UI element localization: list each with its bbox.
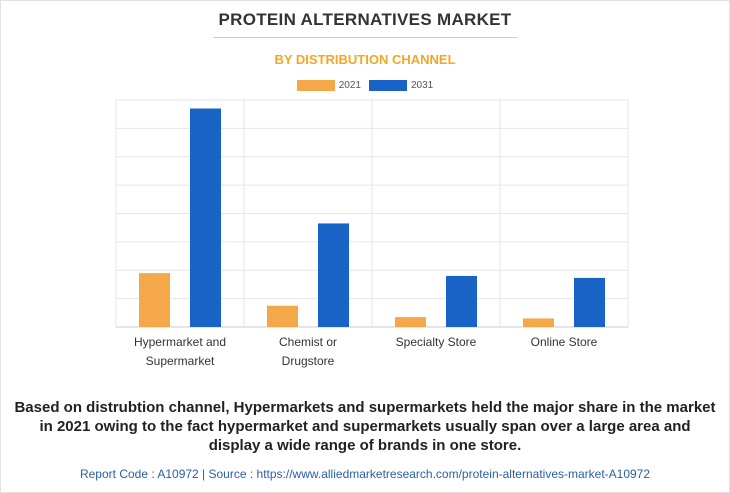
chart-title: PROTEIN ALTERNATIVES MARKET bbox=[218, 10, 512, 29]
chart-legend: 2021 2031 bbox=[0, 80, 730, 91]
x-tick-label-line: Supermarket bbox=[146, 354, 215, 368]
x-tick-label-line: Drugstore bbox=[282, 354, 335, 368]
bar-2031-3 bbox=[574, 277, 605, 327]
chart-caption: Based on distrubtion channel, Hypermarke… bbox=[14, 399, 716, 454]
bar-2031-1 bbox=[318, 223, 349, 327]
legend-item-2031[interactable]: 2031 bbox=[369, 80, 433, 91]
x-tick-label: Specialty Store bbox=[396, 335, 477, 349]
bar-2021-1 bbox=[267, 305, 298, 327]
legend-swatch-2021 bbox=[296, 80, 335, 91]
bar-2021-2 bbox=[395, 317, 426, 327]
x-tick-label: Chemist or Drugstore bbox=[279, 335, 337, 368]
x-tick-label-line: Specialty Store bbox=[396, 335, 477, 349]
legend-label-2031: 2031 bbox=[411, 80, 434, 91]
x-tick-label: Hypermarket and Supermarket bbox=[134, 335, 226, 368]
report-footer[interactable]: Report Code : A10972 | Source : https://… bbox=[79, 467, 651, 481]
bar-2021-0 bbox=[139, 273, 170, 327]
x-tick-label-line: Chemist or bbox=[279, 335, 337, 349]
x-tick-label: Online Store bbox=[531, 335, 598, 349]
legend-label-2021: 2021 bbox=[338, 80, 361, 91]
title-divider bbox=[213, 37, 517, 38]
legend-item-2021[interactable]: 2021 bbox=[296, 80, 361, 91]
bar-2031-2 bbox=[446, 275, 477, 327]
legend-swatch-2031 bbox=[369, 80, 407, 91]
x-tick-label-line: Online Store bbox=[531, 335, 598, 349]
chart-subtitle: BY DISTRIBUTION CHANNEL bbox=[274, 52, 456, 67]
x-tick-label-line: Hypermarket and bbox=[134, 335, 226, 349]
bar-2031-0 bbox=[190, 108, 221, 327]
bar-2021-3 bbox=[523, 318, 554, 327]
bar-chart: Hypermarket and Supermarket Chemist or Drug… bbox=[115, 99, 629, 368]
